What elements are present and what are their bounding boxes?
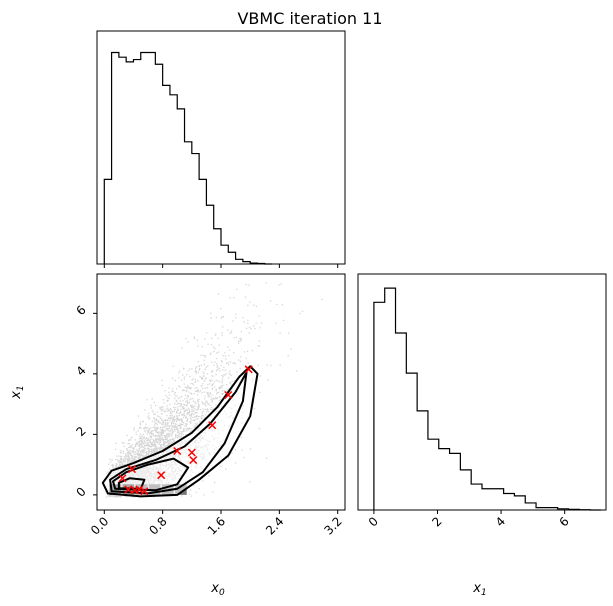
x1-histogram-frame xyxy=(357,273,607,511)
joint-y-tick-label: 2 xyxy=(74,424,89,439)
training-point-marker xyxy=(187,448,196,457)
training-point-marker xyxy=(224,390,233,400)
x1-histogram-line xyxy=(373,287,601,511)
training-point-marker xyxy=(189,456,198,465)
training-points xyxy=(118,365,253,496)
training-point-marker xyxy=(157,471,166,480)
x1-histogram-x-axis-label: x1 xyxy=(472,581,486,598)
joint-y-tick-label: 4 xyxy=(74,363,89,378)
joint-y-ticks: 0 2 4 6 xyxy=(74,303,97,500)
contour-line xyxy=(112,457,190,492)
x1-histogram-x-ticks: 0 2 4 6 xyxy=(366,510,572,530)
x0-histogram-line xyxy=(103,51,273,265)
training-point-marker xyxy=(135,485,144,494)
x0-histogram xyxy=(103,51,273,265)
training-point-marker xyxy=(173,446,182,456)
joint-x-tick-label: 0.0 xyxy=(88,514,111,537)
joint-x-tick-label: 0.8 xyxy=(146,514,169,537)
x1-histogram xyxy=(373,287,601,511)
training-point-marker xyxy=(118,474,127,483)
training-point-marker xyxy=(124,485,133,494)
joint-x-ticks: 0.0 0.8 1.6 2.4 3.2 xyxy=(88,510,345,538)
joint-y-tick-label: 6 xyxy=(74,303,89,318)
x1-histogram-tick-label: 4 xyxy=(493,514,508,529)
density-contours xyxy=(101,365,259,498)
contour-line xyxy=(101,365,259,498)
training-point-marker xyxy=(244,365,253,374)
training-point-marker xyxy=(140,487,149,496)
x1-histogram-tick-label: 2 xyxy=(429,514,444,529)
joint-x-axis-label: x0 xyxy=(210,581,225,598)
joint-x-tick-label: 3.2 xyxy=(321,514,344,537)
x1-histogram-tick-label: 6 xyxy=(556,514,571,529)
x1-histogram-tick-label: 0 xyxy=(366,514,381,529)
training-point-marker xyxy=(208,421,217,430)
joint-x-tick-label: 1.6 xyxy=(205,514,228,537)
x0-histogram-ticks xyxy=(103,264,339,268)
training-point-marker xyxy=(127,465,137,474)
joint-y-axis-label: x1 xyxy=(9,385,26,399)
joint-x-tick-label: 2.4 xyxy=(263,514,286,537)
joint-y-tick-label: 0 xyxy=(74,484,89,499)
figure-title: VBMC iteration 11 xyxy=(237,9,382,28)
